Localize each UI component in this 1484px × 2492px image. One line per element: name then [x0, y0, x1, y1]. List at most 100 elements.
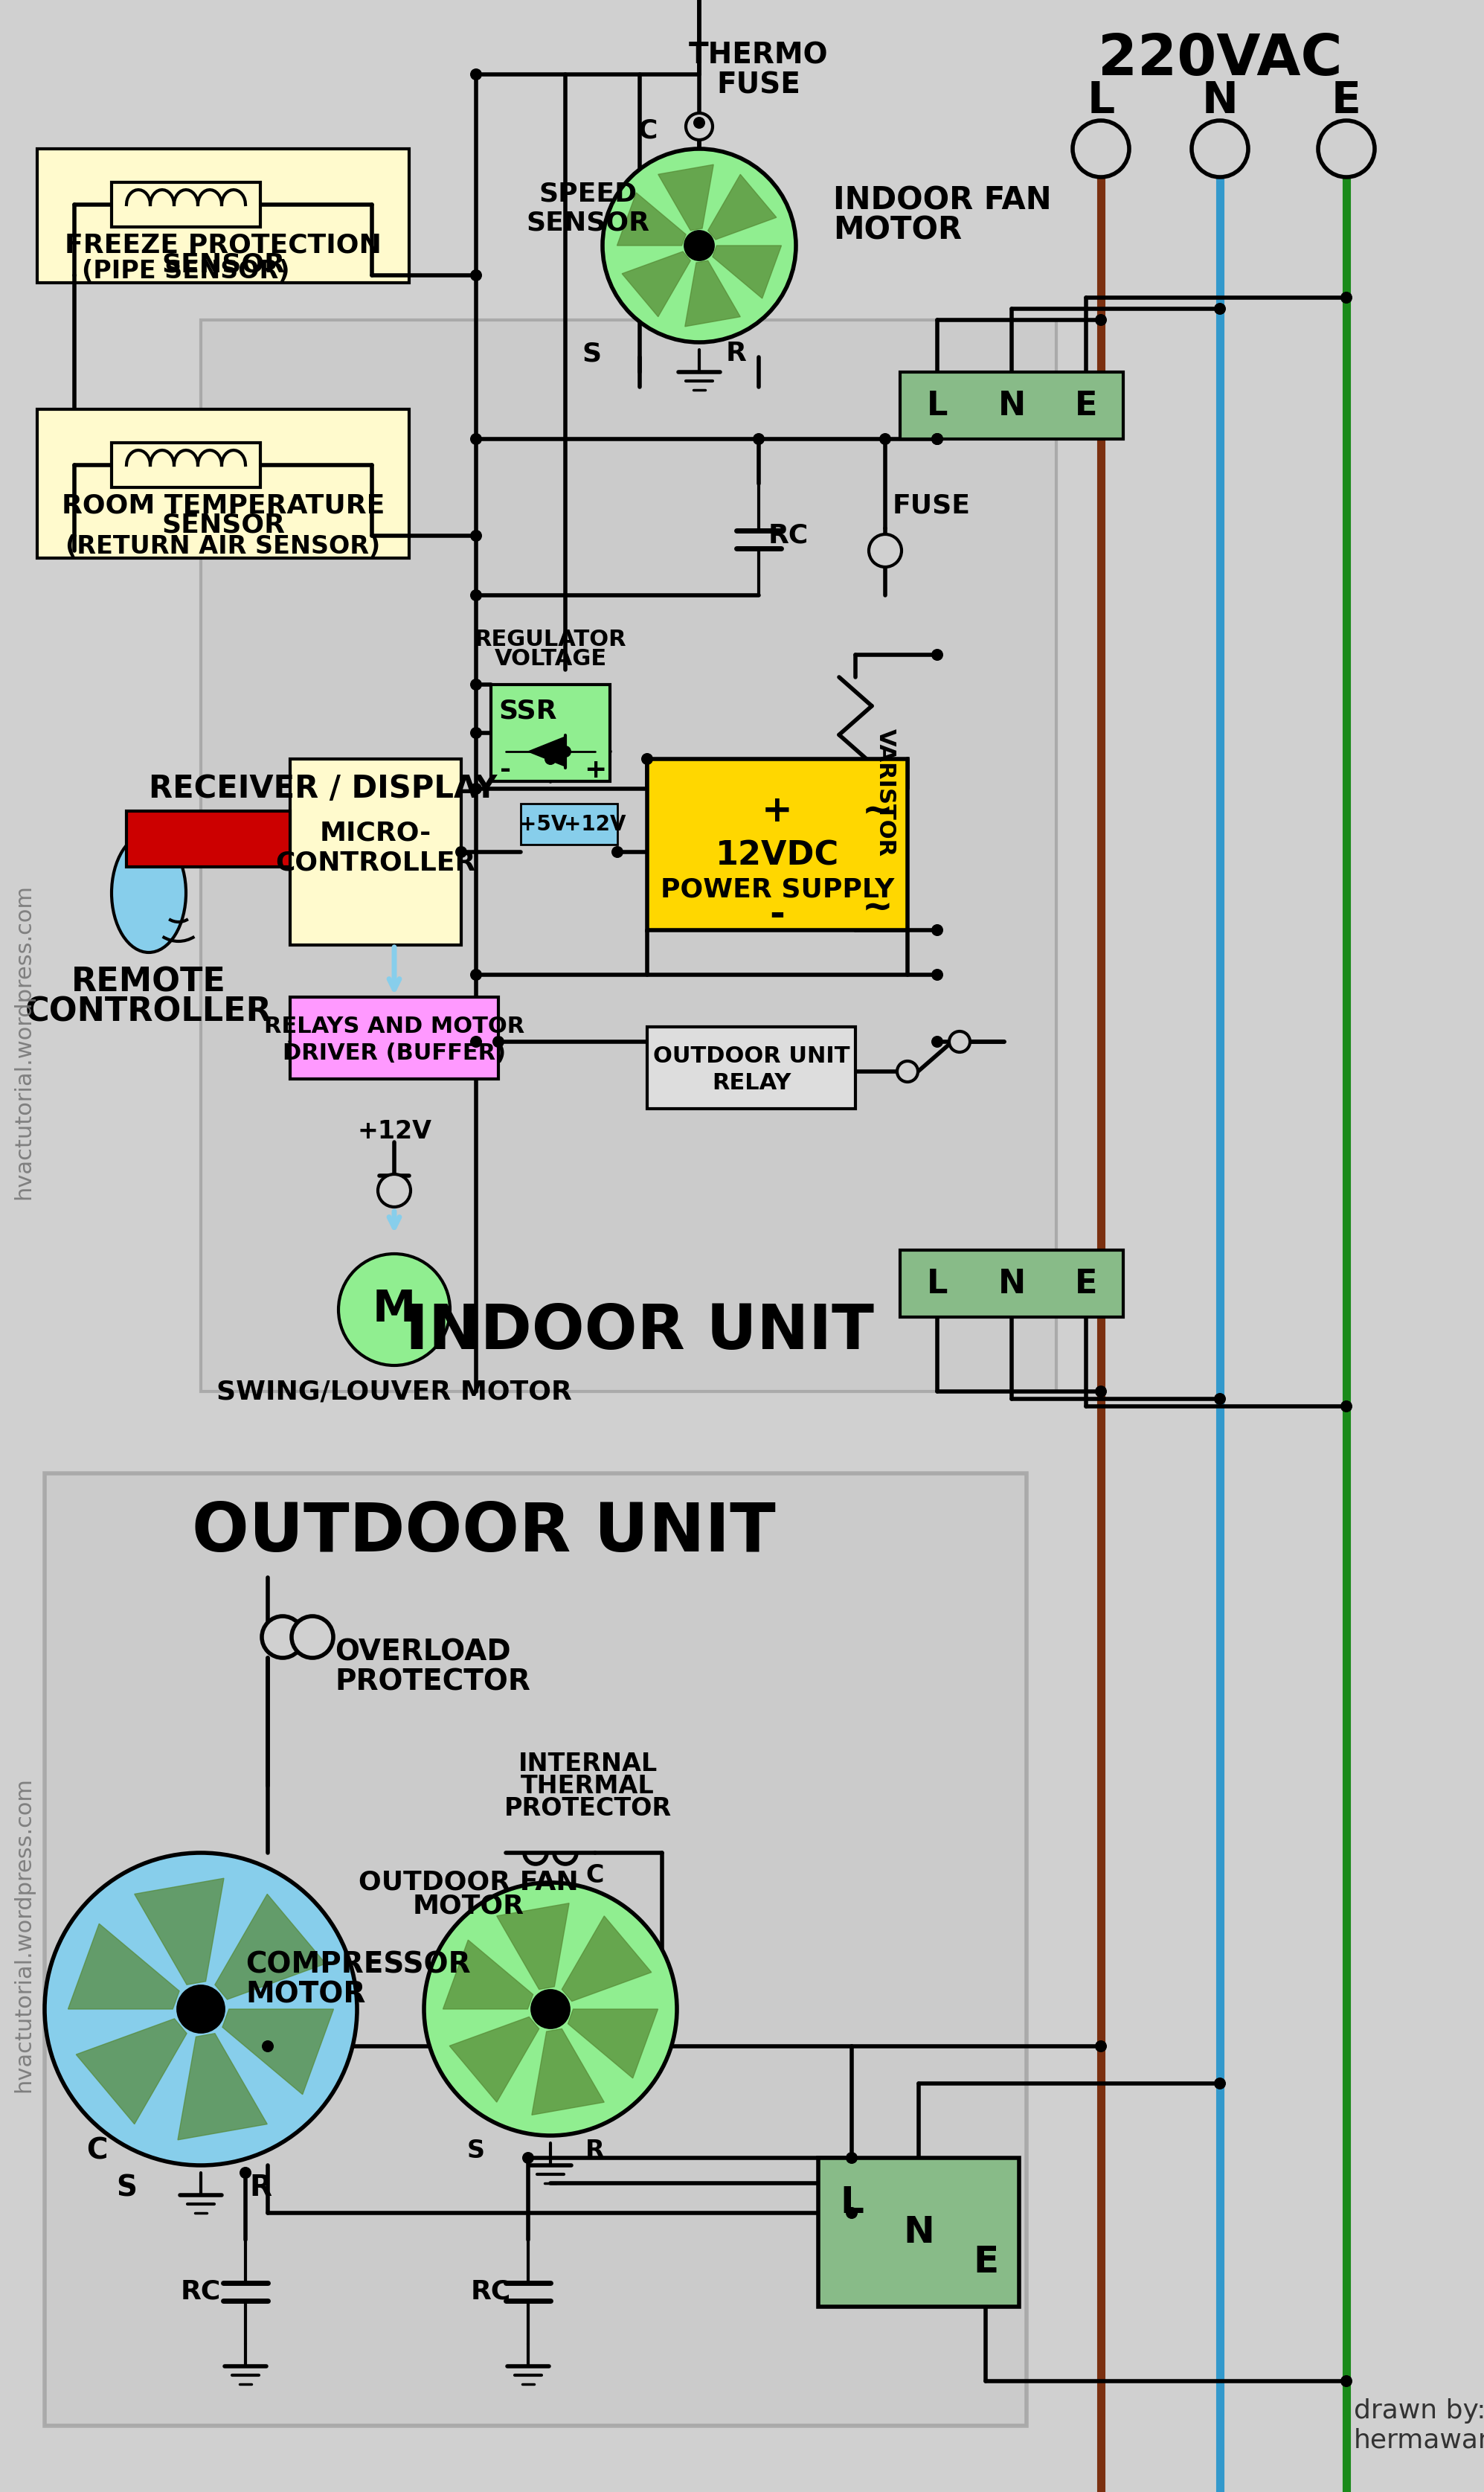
Bar	[289, 997, 499, 1079]
Circle shape	[1095, 2041, 1107, 2053]
Text: +12V: +12V	[564, 815, 626, 835]
Circle shape	[470, 782, 482, 795]
Circle shape	[338, 1253, 450, 1366]
Circle shape	[261, 2041, 273, 2053]
Text: DRIVER (BUFFER): DRIVER (BUFFER)	[282, 1042, 506, 1064]
Text: CONTROLLER: CONTROLLER	[25, 997, 272, 1029]
Circle shape	[470, 1037, 482, 1047]
Bar	[37, 409, 410, 558]
Polygon shape	[442, 1939, 533, 2009]
Polygon shape	[657, 164, 714, 229]
Text: THERMAL: THERMAL	[521, 1774, 654, 1799]
Text: OUTDOOR UNIT: OUTDOOR UNIT	[653, 1047, 850, 1067]
Circle shape	[1340, 292, 1352, 304]
Polygon shape	[617, 192, 686, 247]
Text: SENSOR: SENSOR	[162, 252, 285, 277]
Text: 12VDC: 12VDC	[715, 840, 838, 872]
Circle shape	[545, 753, 556, 765]
Circle shape	[178, 1986, 224, 2033]
Text: RC: RC	[470, 2280, 510, 2305]
Text: ~: ~	[862, 792, 893, 830]
Text: hvactutorial.wordpress.com: hvactutorial.wordpress.com	[13, 1777, 34, 2093]
Text: PROTECTOR: PROTECTOR	[505, 1797, 671, 1822]
Text: INDOOR UNIT: INDOOR UNIT	[405, 1301, 874, 1363]
Circle shape	[932, 925, 944, 937]
Text: RELAYS AND MOTOR: RELAYS AND MOTOR	[264, 1017, 524, 1037]
Text: (RETURN AIR SENSOR): (RETURN AIR SENSOR)	[65, 536, 380, 558]
Circle shape	[1073, 120, 1129, 177]
Bar	[126, 810, 289, 867]
Circle shape	[239, 2168, 251, 2178]
Polygon shape	[450, 2016, 539, 2103]
Text: MOTOR: MOTOR	[833, 214, 962, 247]
Text: hvactutorial.wordpress.com: hvactutorial.wordpress.com	[13, 885, 34, 1199]
Text: MICRO-: MICRO-	[319, 820, 432, 847]
Polygon shape	[686, 262, 741, 326]
Circle shape	[932, 434, 944, 446]
Polygon shape	[531, 2028, 604, 2116]
Circle shape	[1318, 120, 1374, 177]
Circle shape	[1340, 1401, 1352, 1413]
Circle shape	[378, 1174, 411, 1206]
Bar	[491, 685, 610, 782]
Text: N: N	[1202, 80, 1238, 122]
Text: VOLTAGE: VOLTAGE	[494, 648, 607, 670]
Polygon shape	[215, 1894, 325, 1999]
Circle shape	[45, 1854, 358, 2166]
Text: E: E	[1331, 80, 1361, 122]
Circle shape	[456, 847, 467, 857]
Text: R: R	[726, 341, 746, 366]
Text: FUSE: FUSE	[717, 72, 801, 100]
Text: MOTOR: MOTOR	[245, 1981, 365, 2009]
Text: E: E	[1074, 389, 1097, 421]
Polygon shape	[135, 1879, 224, 1984]
Text: N: N	[997, 1268, 1025, 1298]
Circle shape	[879, 434, 892, 446]
Bar	[818, 2158, 1020, 2308]
Text: RECEIVER / DISPLAY: RECEIVER / DISPLAY	[148, 773, 497, 805]
Circle shape	[898, 1062, 919, 1082]
Text: R: R	[249, 2173, 272, 2203]
Circle shape	[686, 112, 712, 140]
Circle shape	[752, 434, 764, 446]
Text: N: N	[997, 389, 1025, 421]
Circle shape	[846, 2208, 858, 2218]
Text: L: L	[926, 1268, 948, 1298]
Text: CONTROLLER: CONTROLLER	[276, 850, 476, 875]
Circle shape	[932, 1037, 944, 1047]
Text: drawn by:
hermawan: drawn by: hermawan	[1353, 2397, 1484, 2452]
Text: REMOTE: REMOTE	[71, 967, 226, 999]
Polygon shape	[528, 738, 565, 768]
Circle shape	[932, 648, 944, 660]
Circle shape	[424, 1881, 677, 2136]
Circle shape	[470, 588, 482, 601]
Text: INDOOR FAN: INDOOR FAN	[833, 184, 1052, 217]
Text: +: +	[583, 758, 607, 782]
Text: L: L	[840, 2185, 864, 2220]
Text: +12V: +12V	[358, 1119, 432, 1144]
Bar	[111, 182, 260, 227]
Bar	[37, 150, 410, 282]
Text: ROOM TEMPERATURE: ROOM TEMPERATURE	[62, 493, 384, 518]
Bar	[45, 1473, 1027, 2425]
Circle shape	[846, 2153, 858, 2163]
Polygon shape	[223, 2009, 334, 2093]
Text: SSR: SSR	[499, 698, 558, 723]
Circle shape	[932, 434, 944, 446]
Text: RELAY: RELAY	[712, 1072, 791, 1094]
Circle shape	[470, 969, 482, 982]
Circle shape	[1095, 314, 1107, 326]
Bar	[901, 371, 1123, 439]
Circle shape	[470, 67, 482, 80]
Text: C: C	[637, 117, 657, 142]
Text: S: S	[582, 341, 601, 366]
Text: OUTDOOR FAN: OUTDOOR FAN	[359, 1869, 579, 1896]
Text: -: -	[500, 758, 512, 782]
Text: OVERLOAD: OVERLOAD	[335, 1637, 510, 1667]
Text: +5V: +5V	[519, 815, 567, 835]
Text: S: S	[116, 2173, 137, 2203]
Text: POWER SUPPLY: POWER SUPPLY	[660, 877, 895, 902]
Text: SENSOR: SENSOR	[162, 511, 285, 538]
Circle shape	[603, 150, 795, 341]
Circle shape	[559, 745, 571, 758]
